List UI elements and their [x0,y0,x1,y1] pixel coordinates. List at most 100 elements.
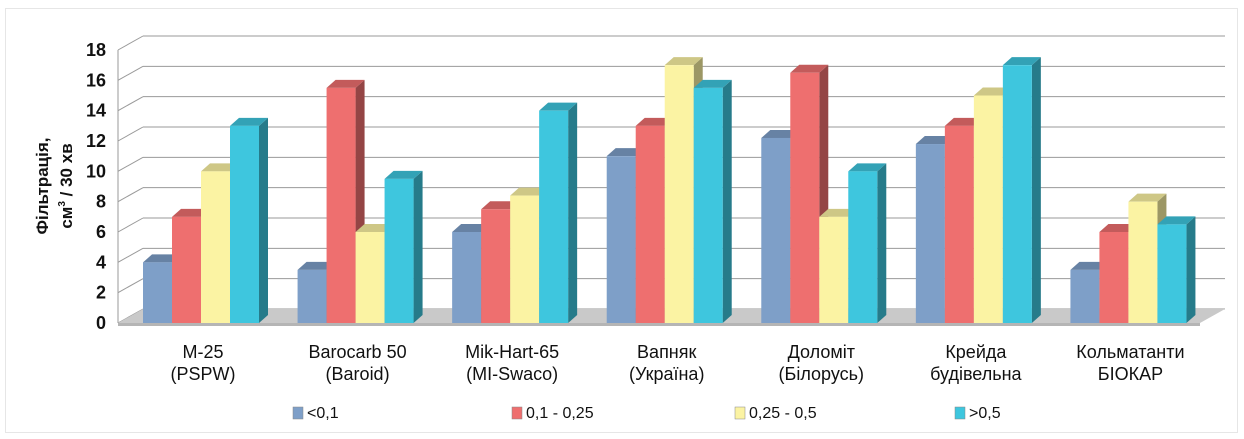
legend-label: 0,1 - 0,25 [526,405,594,422]
gridline-side [117,126,144,142]
x-category-label: Вапняк [637,342,696,362]
bar-top [201,163,239,172]
y-tick-label: 0 [96,313,106,333]
bar-front [693,87,723,324]
bar-front [539,110,569,324]
bar-top [1128,193,1167,202]
bar-side [722,79,732,324]
bar-top [143,254,181,263]
bar-front [355,232,385,323]
legend-swatch [292,406,304,420]
bars-layer [143,57,1196,324]
x-category-label: Крейда [945,342,1007,362]
x-category-label: Доломіт [788,342,855,362]
chart-frame [5,8,1238,433]
bar-top [481,201,520,210]
bar-top [230,117,268,126]
legend-item: 0,25 - 0,5 [734,405,817,422]
bar-top [693,79,732,88]
legend-label: >0,5 [969,405,1001,422]
bar-top [1157,216,1196,225]
bar-top [539,102,578,111]
bar-front [761,137,791,323]
x-category-label: М-25 [182,342,223,362]
gridline-side [117,35,144,51]
bar-top [172,208,210,217]
bar-front [452,232,482,323]
y-tick-label: 4 [96,252,106,272]
x-category-label: Barocarb 50 [309,342,407,362]
gridline-side [117,278,144,294]
x-category-label: БІОКАР [1098,364,1163,384]
y-tick-labels: 0 2 4 6 8 10 12 14 16 18 [86,40,106,333]
bar-top [1002,57,1041,66]
x-category-label: (Baroid) [326,364,390,384]
bar-front [510,195,540,323]
bar-front [848,171,878,323]
x-category-label: будівельна [930,364,1022,384]
bar-side [1186,216,1196,323]
bar-top [297,261,336,270]
bar-top [761,129,800,138]
bar-front [201,171,230,323]
bar-front [1002,65,1032,324]
legend-swatch [954,406,966,420]
bar-side [413,170,423,323]
y-tick-label: 10 [86,161,106,181]
legend: <0,1 0,1 - 0,25 0,25 - 0,5 >0,5 [292,405,1001,422]
gridline-side [117,247,144,263]
bar-front [944,125,974,323]
bar-side [1031,57,1041,324]
bar [539,102,578,324]
legend-label: <0,1 [307,405,339,422]
gridline-side [117,156,144,172]
bar-side [568,102,578,324]
bar-top [1070,261,1109,270]
bar [693,79,732,324]
bar-top [944,117,983,126]
legend-item: <0,1 [292,405,339,422]
x-category-label: Кольматанти [1076,342,1184,362]
bar-side [259,117,268,323]
y-tick-label: 2 [96,283,106,303]
bar-top [452,224,491,232]
legend-swatch [734,406,746,420]
bar [1002,57,1041,324]
x-category-labels: М-25(PSPW) Barocarb 50(Baroid) Mik-Hart-65… [171,342,1185,384]
bar-front [143,262,172,323]
gridline-side [117,187,144,203]
bar-front [635,125,665,323]
bar-side [877,163,887,323]
bar-top [355,224,394,232]
y-tick-label: 8 [96,192,106,212]
bar [384,170,423,323]
bar-front [1128,201,1158,323]
gridline-side [117,96,144,112]
bar-top [384,170,423,179]
bar-front [973,95,1003,323]
bar-front [384,178,414,323]
bar [1157,216,1196,323]
bar-top [326,79,365,88]
y-tick-label: 12 [86,131,106,151]
bar-front [790,72,820,323]
bar-front [172,216,201,323]
bar-front [230,125,259,323]
bar-top [664,57,703,66]
gridline-side [117,217,144,233]
y-tick-label: 6 [96,222,106,242]
bar-front [664,65,694,324]
bar-top [848,163,887,172]
bar-front [326,87,356,324]
bar-front [297,269,327,323]
x-category-label: Mik-Hart-65 [465,342,559,362]
bar-front [606,156,636,323]
bar-top [915,136,954,145]
bar [848,163,887,323]
bar-front [819,216,849,323]
bar-front [915,144,945,323]
legend-item: >0,5 [954,405,1001,422]
x-category-label: (Білорусь) [779,364,865,384]
bar-top [973,87,1012,96]
